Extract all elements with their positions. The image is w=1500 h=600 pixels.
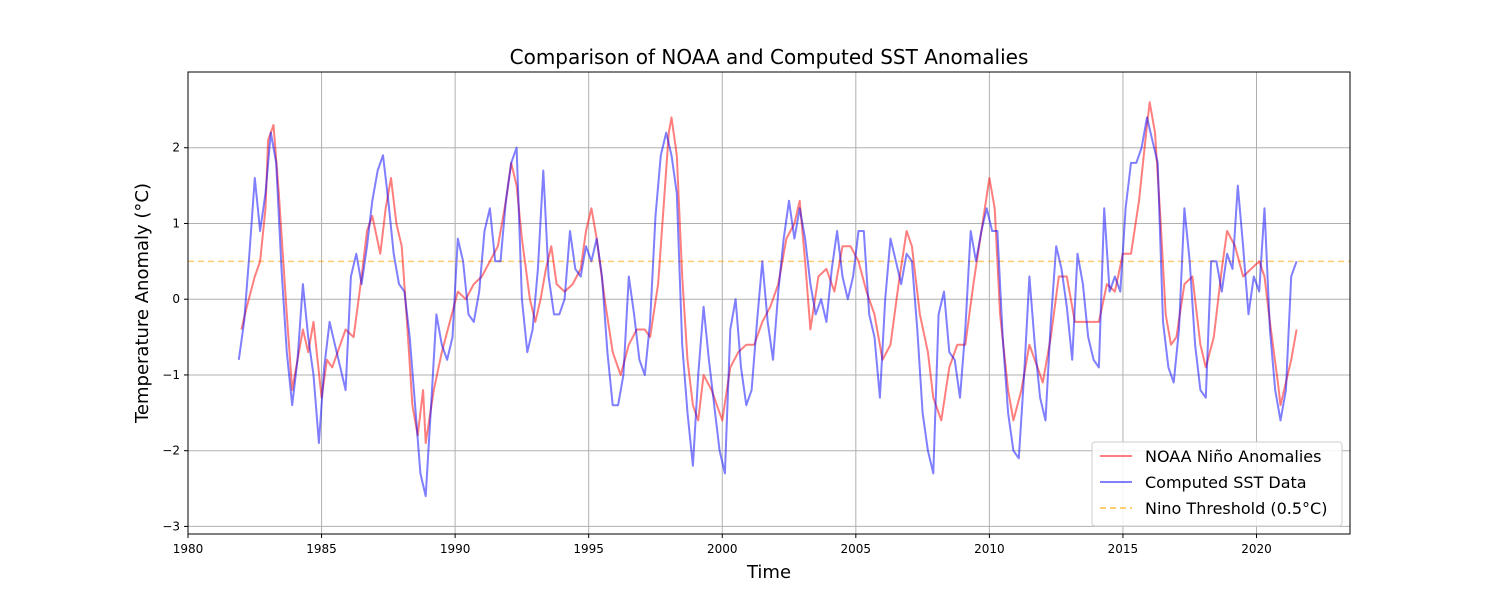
y-axis-ticks: −3 −2 −1 0 1 2 <box>162 141 188 533</box>
x-tick-label: 2010 <box>974 542 1005 556</box>
legend-label-computed: Computed SST Data <box>1145 473 1307 492</box>
y-tick-label: 2 <box>172 141 180 155</box>
x-axis-label: Time <box>746 562 791 583</box>
y-tick-label: −1 <box>162 368 180 382</box>
plot-frame <box>187 71 1351 535</box>
x-tick-label: 2020 <box>1241 542 1272 556</box>
noaa-series-line <box>240 101 1298 445</box>
x-tick-label: 1995 <box>573 542 604 556</box>
y-tick-label: 1 <box>172 216 180 230</box>
y-axis-label: Temperature Anomaly (°C) <box>132 183 153 424</box>
legend-label-noaa: NOAA Niño Anomalies <box>1145 447 1321 466</box>
chart-title: Comparison of NOAA and Computed SST Anom… <box>510 45 1029 69</box>
legend: NOAA Niño Anomalies Computed SST Data Ni… <box>1091 441 1343 527</box>
y-tick-label: −2 <box>162 444 180 458</box>
legend-box <box>1091 441 1343 527</box>
x-tick-label: 2000 <box>707 542 738 556</box>
x-axis-ticks: 1980 1985 1990 1995 2000 2005 2010 2015 2020 <box>173 534 1272 556</box>
x-tick-label: 1980 <box>173 542 204 556</box>
x-tick-label: 1985 <box>306 542 337 556</box>
x-tick-label: 1990 <box>440 542 471 556</box>
series-lines <box>237 101 1298 498</box>
y-tick-label: 0 <box>172 292 180 306</box>
y-tick-label: −3 <box>162 519 180 533</box>
x-tick-label: 2015 <box>1108 542 1139 556</box>
legend-label-threshold: Nino Threshold (0.5°C) <box>1145 499 1327 518</box>
computed-series-line <box>237 116 1298 498</box>
x-tick-label: 2005 <box>841 542 872 556</box>
